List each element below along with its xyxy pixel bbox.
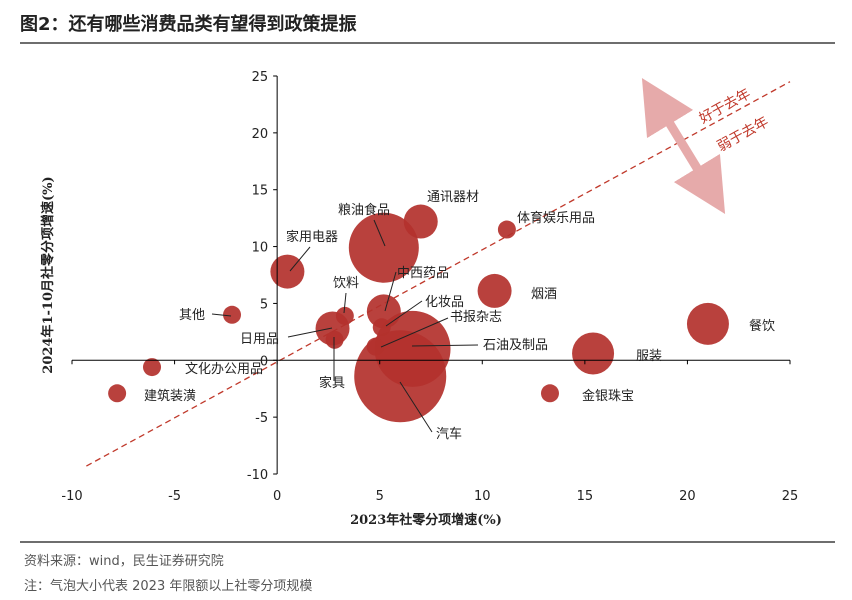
bubble-chart: -10 -5 0 5 10 15 20 25 25 20 15 10 5 0 -5 -10 2023年社零分项增… <box>40 70 798 528</box>
x-tick-label: 25 <box>782 489 799 504</box>
axes-group: -10 -5 0 5 10 15 20 25 25 20 15 10 5 0 -5 -10 2023年社零分项增… <box>40 70 798 528</box>
point-label: 烟酒 <box>531 287 557 302</box>
leader-line <box>211 313 232 317</box>
bubble-15 <box>325 330 344 349</box>
y-tick-label: 5 <box>260 297 268 312</box>
footer-rule <box>20 541 835 543</box>
leader-line <box>380 317 449 348</box>
point-label: 其他 <box>179 308 205 323</box>
y-tick-label: 25 <box>252 70 269 85</box>
point-label: 通讯器材 <box>427 190 479 205</box>
bubble-12 <box>686 302 729 345</box>
leader-line <box>373 219 386 247</box>
x-tick-label: 10 <box>474 489 491 504</box>
y-tick-label: 10 <box>252 241 269 256</box>
leader-lines-group <box>211 219 479 433</box>
bubble-1 <box>348 212 419 283</box>
point-label: 体育娱乐用品 <box>517 210 595 226</box>
x-tick-label: 20 <box>679 489 696 504</box>
point-label: 服装 <box>636 349 662 364</box>
reference-line <box>86 81 791 467</box>
point-label: 金银珠宝 <box>582 388 634 404</box>
point-label: 中西药品 <box>397 266 449 281</box>
x-tick-label: 5 <box>376 489 384 504</box>
bubble-6 <box>477 273 512 308</box>
point-label: 餐饮 <box>749 318 775 334</box>
point-label: 粮油食品 <box>338 202 390 218</box>
worse-than-last-year-label: 弱于去年 <box>715 114 772 155</box>
bubble-2 <box>497 220 516 239</box>
y-tick-label: -10 <box>247 468 268 483</box>
point-label: 文化办公用品 <box>185 362 263 377</box>
bubble-16 <box>108 384 127 403</box>
x-tick-label: -10 <box>61 489 82 504</box>
bubble-17 <box>540 384 559 403</box>
x-axis-label: 2023年社零分项增速(%) <box>350 512 502 528</box>
bubble-3 <box>270 254 305 289</box>
point-label: 家用电器 <box>286 229 338 245</box>
leader-line <box>411 344 479 347</box>
y-axis-label: 2024年1-10月社零分项增速(%) <box>40 176 56 373</box>
x-tick-label: 15 <box>577 489 594 504</box>
x-tick-label: -5 <box>168 489 181 504</box>
leader-line <box>343 292 347 314</box>
leader-line <box>399 381 433 433</box>
point-label: 日用品 <box>240 332 279 347</box>
bubbles-group <box>108 204 729 423</box>
leader-line <box>289 246 311 272</box>
leader-line <box>385 300 423 327</box>
point-label: 化妆品 <box>425 295 464 310</box>
better-worse-arrow <box>641 77 726 215</box>
y-tick-label: 15 <box>252 184 269 199</box>
y-tick-label: 20 <box>252 127 269 142</box>
point-label: 汽车 <box>436 426 462 442</box>
figure-title: 图2：还有哪些消费品类有望得到政策提振 <box>20 14 357 35</box>
x-tick-label: 0 <box>273 489 281 504</box>
bubble-14 <box>143 358 162 377</box>
source-note: 资料来源：wind，民生证券研究院 <box>24 554 224 569</box>
point-label: 饮料 <box>333 276 359 291</box>
title-rule <box>20 42 835 44</box>
reference-line-group <box>86 81 791 467</box>
leader-line <box>384 271 397 312</box>
point-label: 书报杂志 <box>450 310 502 325</box>
point-label: 石油及制品 <box>483 338 548 353</box>
size-note: 注：气泡大小代表 2023 年限额以上社零分项规模 <box>24 579 313 594</box>
y-tick-label: -5 <box>255 411 268 426</box>
bubble-7 <box>223 305 242 324</box>
y-tick-label: 0 <box>260 354 268 369</box>
bubble-18 <box>354 330 447 423</box>
leader-line <box>287 327 333 338</box>
bubble-13 <box>572 332 615 375</box>
point-label: 建筑装潢 <box>144 388 196 404</box>
point-label: 家具 <box>319 375 345 391</box>
